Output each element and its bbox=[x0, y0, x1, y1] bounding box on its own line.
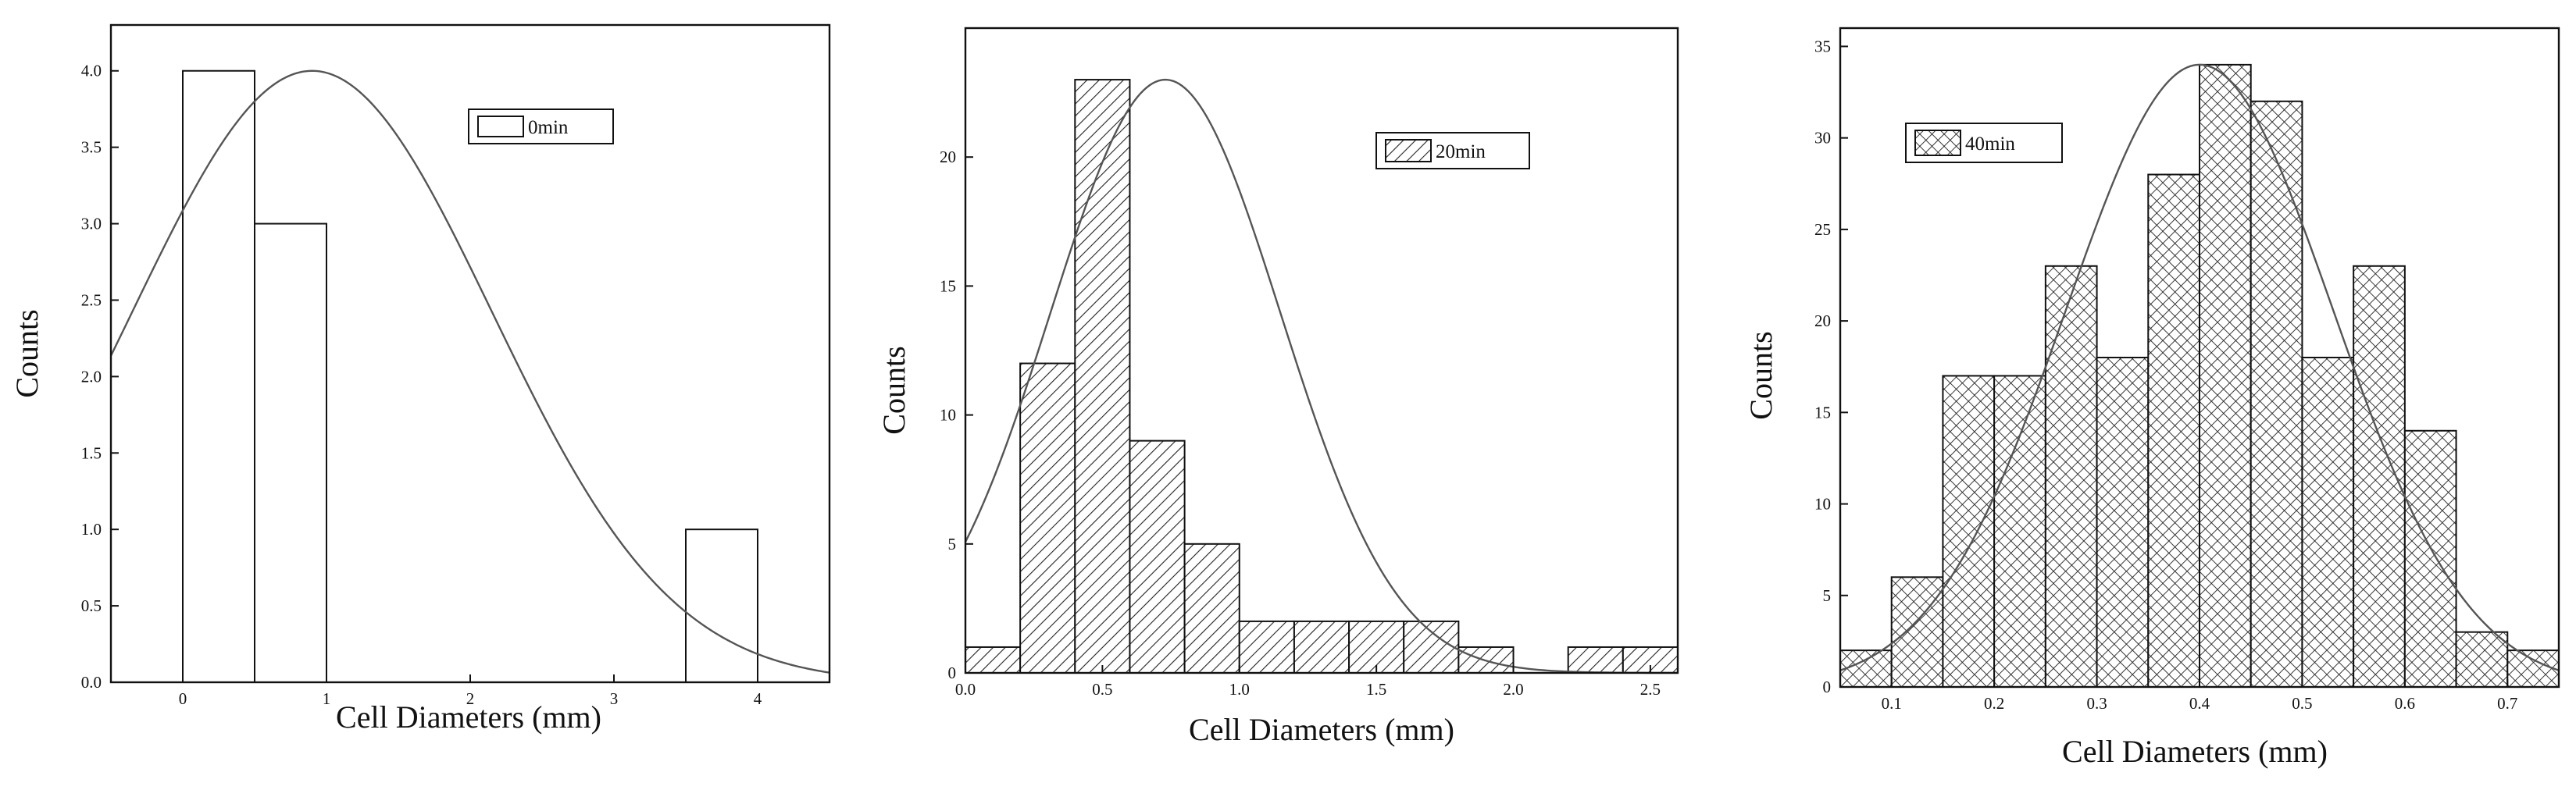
y-axis-title: Counts bbox=[9, 309, 45, 397]
histogram-bar bbox=[1403, 620, 1460, 674]
y-tick-label: 4.0 bbox=[81, 62, 102, 80]
histogram-bar bbox=[2250, 100, 2303, 688]
histogram-bar bbox=[182, 69, 255, 683]
histogram-bar bbox=[2301, 357, 2355, 688]
histogram-bar bbox=[2199, 63, 2252, 688]
histogram-bar bbox=[685, 528, 758, 683]
histogram-bar bbox=[2403, 429, 2457, 688]
histogram-bar bbox=[965, 646, 1022, 674]
legend: 0min bbox=[468, 109, 614, 144]
y-tick-label: 15 bbox=[940, 276, 956, 295]
histogram-bar bbox=[2506, 649, 2560, 688]
y-tick-label: 10 bbox=[940, 406, 956, 425]
legend-box bbox=[468, 109, 614, 144]
x-tick-label: 2.0 bbox=[1503, 680, 1523, 699]
legend-swatch bbox=[477, 116, 524, 137]
y-tick-label: 20 bbox=[940, 148, 956, 166]
x-tick-label: 0.0 bbox=[955, 680, 976, 699]
y-tick-label: 0 bbox=[1823, 678, 1832, 696]
y-tick-label: 20 bbox=[1814, 311, 1831, 330]
histogram-bar bbox=[1019, 362, 1076, 674]
y-tick-label: 15 bbox=[1814, 403, 1831, 422]
histogram-bar bbox=[254, 222, 327, 683]
normal-fit-curve bbox=[964, 78, 1678, 674]
legend-label: 40min bbox=[1965, 133, 2015, 155]
y-axis-title: Counts bbox=[876, 346, 912, 434]
y-tick-label: 10 bbox=[1814, 495, 1831, 514]
legend: 20min bbox=[1375, 132, 1530, 169]
x-tick-label: 1 bbox=[323, 689, 331, 708]
histogram-bar bbox=[1993, 375, 2046, 688]
y-tick-label: 0.5 bbox=[81, 596, 102, 615]
plot-frame bbox=[964, 27, 1679, 674]
y-tick-label: 30 bbox=[1814, 129, 1831, 148]
y-tick-label: 5 bbox=[948, 535, 957, 553]
histogram-bar bbox=[1567, 646, 1624, 674]
histogram-bar bbox=[1293, 620, 1350, 674]
y-axis-title: Counts bbox=[1743, 331, 1779, 419]
histogram-bar bbox=[1942, 375, 1996, 688]
y-tick-label: 2.5 bbox=[81, 290, 102, 309]
histogram-bar bbox=[2044, 265, 2098, 688]
y-tick-label: 25 bbox=[1814, 220, 1831, 239]
legend-label: 20min bbox=[1436, 141, 1486, 162]
x-tick-label: 0.6 bbox=[2395, 694, 2415, 713]
y-tick-label: 3.5 bbox=[81, 138, 102, 157]
y-tick-label: 35 bbox=[1814, 37, 1831, 55]
x-tick-label: 1.0 bbox=[1229, 680, 1250, 699]
histogram-bar bbox=[1183, 543, 1240, 674]
x-tick-label: 4 bbox=[754, 689, 762, 708]
y-tick-label: 2.0 bbox=[81, 367, 102, 386]
x-tick-label: 2.5 bbox=[1640, 680, 1661, 699]
histogram-bar bbox=[1074, 79, 1131, 674]
x-tick-label: 1.5 bbox=[1366, 680, 1386, 699]
x-tick-label: 0.5 bbox=[2292, 694, 2312, 713]
normal-fit-curve bbox=[1839, 63, 2560, 671]
x-axis-title: Cell Diameters (mm) bbox=[2062, 734, 2328, 769]
x-tick-label: 0.3 bbox=[2086, 694, 2107, 713]
legend-label: 0min bbox=[528, 117, 569, 138]
x-tick-label: 2 bbox=[466, 689, 475, 708]
legend-swatch bbox=[1385, 139, 1432, 162]
histogram-bar bbox=[2455, 631, 2509, 689]
x-axis-title: Cell Diameters (mm) bbox=[1189, 712, 1454, 747]
x-axis-title: Cell Diameters (mm) bbox=[336, 699, 601, 735]
histogram-bar bbox=[1129, 439, 1186, 674]
histogram-bar bbox=[1890, 576, 1944, 688]
x-tick-label: 0 bbox=[179, 689, 187, 708]
y-tick-label: 0.0 bbox=[81, 673, 102, 692]
y-tick-label: 1.5 bbox=[81, 443, 102, 462]
legend: 40min bbox=[1905, 123, 2063, 163]
x-tick-label: 0.4 bbox=[2189, 694, 2210, 713]
x-tick-label: 3 bbox=[610, 689, 619, 708]
histogram-bar bbox=[2353, 265, 2406, 688]
x-tick-label: 0.2 bbox=[1984, 694, 2004, 713]
histogram-bar bbox=[2096, 357, 2150, 688]
x-tick-label: 0.7 bbox=[2497, 694, 2517, 713]
chart-panel-40min: 0.1 0.2 0.3 0.4 0.5 0.6 0.7 0 5 10 15 20 25 30 35 Cell … bbox=[1743, 27, 2560, 769]
y-tick-label: 5 bbox=[1823, 586, 1832, 605]
chart-panel-20min: 0.0 0.5 1.0 1.5 2.0 2.5 0 5 10 15 20 Cell Diameters… bbox=[876, 27, 1679, 747]
y-tick-label: 3.0 bbox=[81, 215, 102, 233]
normal-fit-curve bbox=[109, 69, 830, 674]
x-tick-label: 0.1 bbox=[1882, 694, 1902, 713]
histogram-bar bbox=[1238, 620, 1295, 674]
histogram-bar bbox=[1839, 649, 1893, 688]
y-tick-label: 0 bbox=[948, 664, 957, 682]
y-tick-label: 1.0 bbox=[81, 520, 102, 539]
histogram-bar bbox=[2147, 173, 2200, 689]
chart-panel-0min: 0 1 2 3 4 0.0 0.5 1.0 1.5 2.0 2.5 3.0 3.5 4.0 Cell Dia… bbox=[9, 23, 831, 735]
legend-swatch bbox=[1914, 130, 1961, 156]
x-tick-label: 0.5 bbox=[1092, 680, 1112, 699]
